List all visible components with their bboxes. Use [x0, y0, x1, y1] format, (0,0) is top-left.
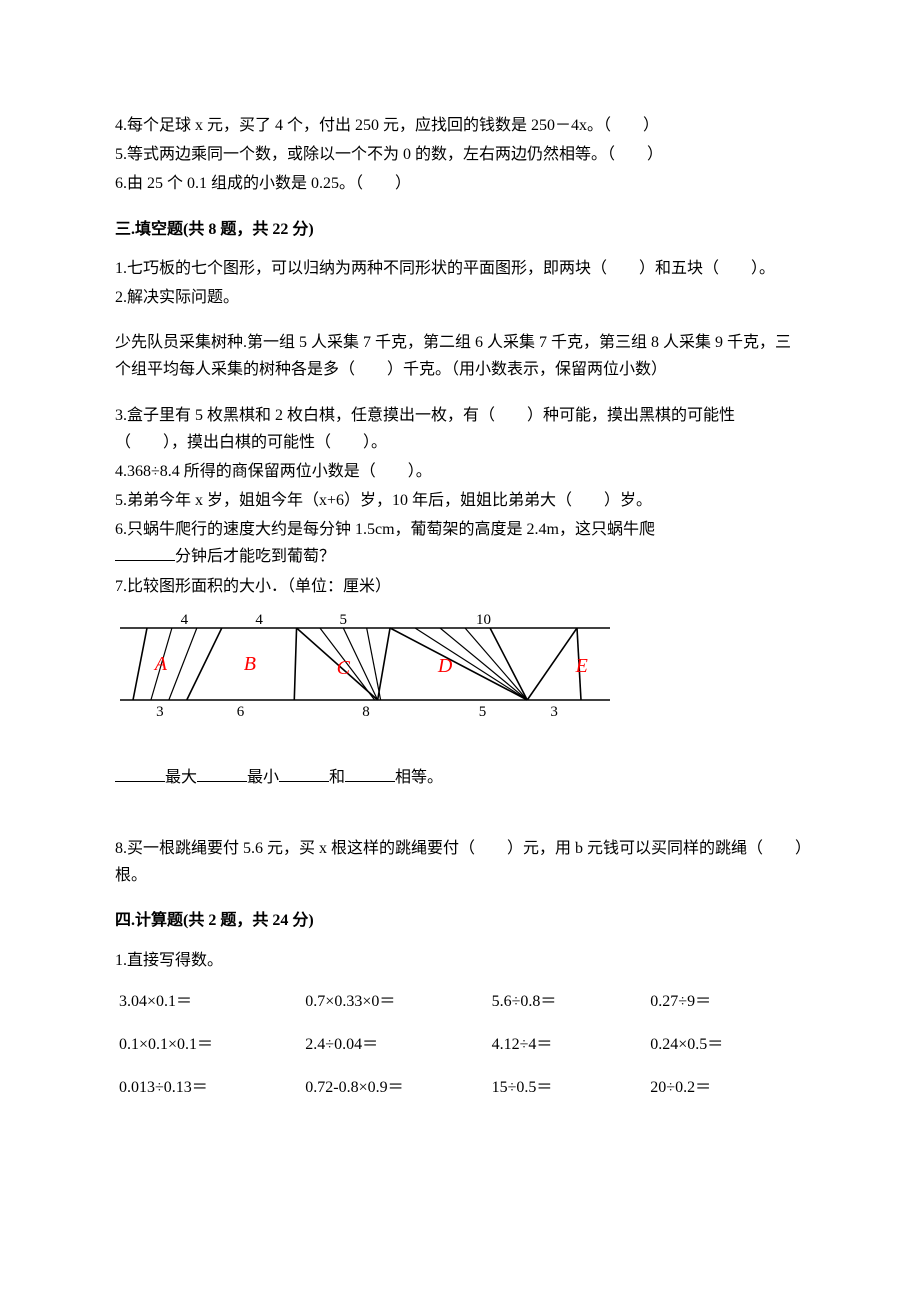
judge-q5: 5.等式两边乘同一个数，或除以一个不为 0 的数，左右两边仍然相等。（ ） — [115, 141, 805, 168]
page: 4.每个足球 x 元，买了 4 个，付出 250 元，应找回的钱数是 250－4… — [0, 0, 920, 1302]
section3-title: 三.填空题(共 8 题，共 22 分) — [115, 216, 805, 243]
svg-text:8: 8 — [362, 704, 370, 720]
calc-cell: 0.72-0.8×0.9＝ — [301, 1066, 487, 1109]
svg-text:4: 4 — [255, 612, 263, 628]
fill-q5: 5.弟弟今年 x 岁，姐姐今年（x+6）岁，10 年后，姐姐比弟弟大（ ）岁。 — [115, 487, 805, 514]
svg-text:D: D — [437, 655, 453, 677]
txt-max: 最大 — [165, 769, 197, 786]
svg-text:10: 10 — [476, 612, 491, 628]
calc-cell: 20÷0.2＝ — [646, 1066, 805, 1109]
txt-eq: 相等。 — [395, 769, 443, 786]
blank — [197, 766, 247, 781]
blank — [115, 546, 175, 561]
fill-q6b: 分钟后才能吃到葡萄？ — [175, 548, 335, 565]
fill-q7-head: 7.比较图形面积的大小．（单位：厘米） — [115, 573, 805, 600]
svg-text:E: E — [575, 655, 588, 677]
calc-cell: 2.4÷0.04＝ — [301, 1023, 487, 1066]
calc-cell: 0.24×0.5＝ — [646, 1023, 805, 1066]
section4-title: 四.计算题(共 2 题，共 24 分) — [115, 907, 805, 934]
svg-text:4: 4 — [181, 612, 189, 628]
blank — [115, 766, 165, 781]
fill-q7-blanks: 最大 最小 和 相等。 — [115, 764, 805, 791]
svg-text:3: 3 — [550, 704, 558, 720]
fill-q2-body: 少先队员采集树种.第一组 5 人采集 7 千克，第二组 6 人采集 7 千克，第… — [115, 329, 805, 383]
calc-cell: 15÷0.5＝ — [488, 1066, 647, 1109]
fill-q6: 6.只蜗牛爬行的速度大约是每分钟 1.5cm，葡萄架的高度是 2.4m，这只蜗牛… — [115, 516, 805, 570]
txt-and: 和 — [329, 769, 345, 786]
fill-q3: 3.盒子里有 5 枚黑棋和 2 枚白棋，任意摸出一枚，有（ ）种可能，摸出黑棋的… — [115, 402, 805, 456]
svg-text:C: C — [337, 657, 351, 679]
calc-table: 3.04×0.1＝0.7×0.33×0＝5.6÷0.8＝0.27÷9＝ 0.1×0… — [115, 980, 805, 1110]
svg-text:3: 3 — [156, 704, 164, 720]
fill-q8: 8.买一根跳绳要付 5.6 元，买 x 根这样的跳绳要付（ ）元，用 b 元钱可… — [115, 835, 805, 889]
fill-q1: 1.七巧板的七个图形，可以归纳为两种不同形状的平面图形，即两块（ ）和五块（ ）… — [115, 255, 805, 282]
blank — [345, 766, 395, 781]
fill-q6a: 6.只蜗牛爬行的速度大约是每分钟 1.5cm，葡萄架的高度是 2.4m，这只蜗牛… — [115, 521, 655, 538]
judge-q6: 6.由 25 个 0.1 组成的小数是 0.25。（ ） — [115, 170, 805, 197]
blank — [279, 766, 329, 781]
shapes-diagram: 4 4 5 10 3 6 8 5 3 A B C D E — [115, 610, 805, 730]
calc-cell: 0.27÷9＝ — [646, 980, 805, 1023]
txt-min: 最小 — [247, 769, 279, 786]
fill-q2-head: 2.解决实际问题。 — [115, 284, 805, 311]
svg-text:5: 5 — [340, 612, 348, 628]
svg-text:6: 6 — [237, 704, 245, 720]
fill-q4: 4.368÷8.4 所得的商保留两位小数是（ ）。 — [115, 458, 805, 485]
calc-cell: 5.6÷0.8＝ — [488, 980, 647, 1023]
calc-q1-head: 1.直接写得数。 — [115, 947, 805, 974]
calc-cell: 0.013÷0.13＝ — [115, 1066, 301, 1109]
calc-cell: 4.12÷4＝ — [488, 1023, 647, 1066]
svg-text:B: B — [244, 653, 256, 675]
svg-text:A: A — [153, 653, 168, 675]
calc-cell: 3.04×0.1＝ — [115, 980, 301, 1023]
calc-cell: 0.7×0.33×0＝ — [301, 980, 487, 1023]
calc-cell: 0.1×0.1×0.1＝ — [115, 1023, 301, 1066]
judge-q4: 4.每个足球 x 元，买了 4 个，付出 250 元，应找回的钱数是 250－4… — [115, 112, 805, 139]
svg-text:5: 5 — [479, 704, 487, 720]
